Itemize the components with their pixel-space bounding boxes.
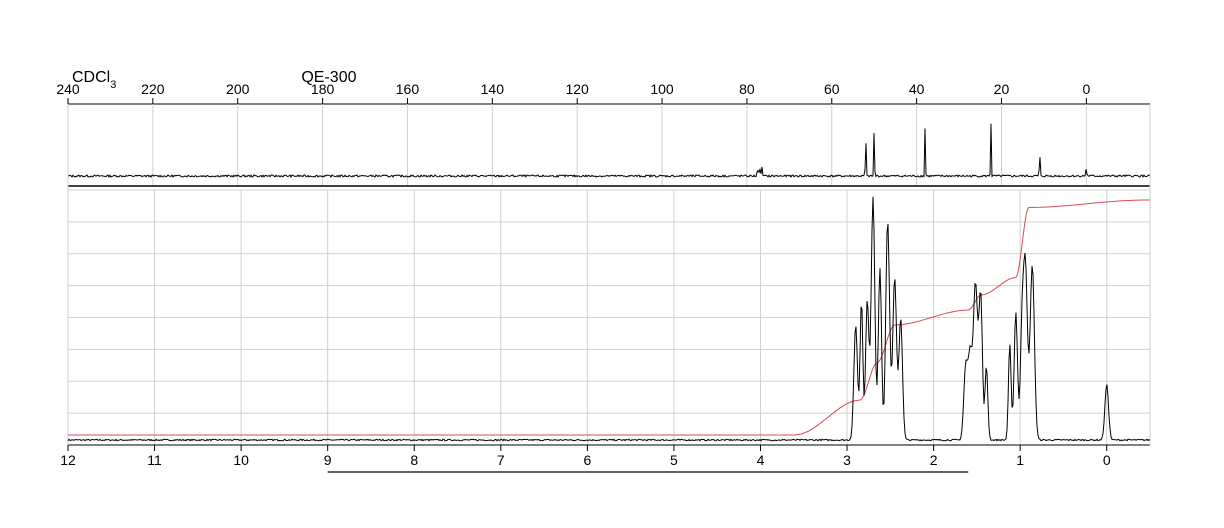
c13-tick-label: 220 xyxy=(141,81,165,97)
c13-tick-label: 160 xyxy=(396,81,420,97)
h1-tick-label: 12 xyxy=(60,452,76,468)
c13-tick-label: 140 xyxy=(481,81,505,97)
h1-tick-label: 7 xyxy=(497,452,505,468)
h1-tick-label: 5 xyxy=(670,452,678,468)
h1-tick-label: 11 xyxy=(147,452,162,468)
c13-tick-label: 80 xyxy=(739,81,755,97)
h1-tick-label: 9 xyxy=(324,452,332,468)
h1-tick-label: 1 xyxy=(1016,452,1024,468)
c13-trace xyxy=(68,124,1150,177)
c13-tick-label: 100 xyxy=(650,81,674,97)
c13-tick-label: 40 xyxy=(909,81,925,97)
h1-tick-label: 8 xyxy=(410,452,418,468)
c13-tick-label: 120 xyxy=(565,81,589,97)
h1-tick-label: 6 xyxy=(583,452,591,468)
h1-tick-label: 0 xyxy=(1103,452,1111,468)
c13-tick-label: 20 xyxy=(994,81,1010,97)
h1-tick-label: 3 xyxy=(843,452,851,468)
h1-tick-label: 10 xyxy=(233,452,249,468)
c13-tick-label: 0 xyxy=(1082,81,1090,97)
h1-trace xyxy=(68,197,1150,441)
c13-tick-label: 60 xyxy=(824,81,840,97)
h1-tick-label: 4 xyxy=(757,452,765,468)
c13-tick-label: 200 xyxy=(226,81,250,97)
nmr-spectrum-figure: 0204060801001201401601802002202400123456… xyxy=(0,0,1224,528)
h1-tick-label: 2 xyxy=(930,452,938,468)
instrument-label: QE-300 xyxy=(301,69,356,86)
